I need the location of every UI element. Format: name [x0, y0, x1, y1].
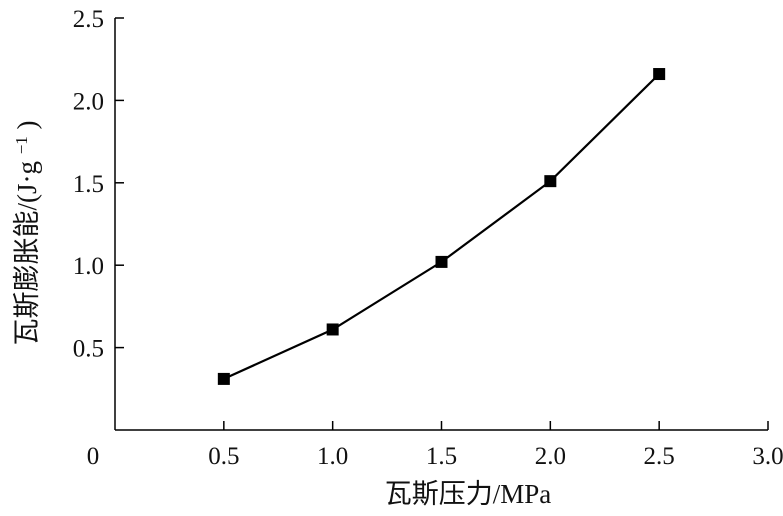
x-tick-label: 0.5 — [208, 443, 239, 470]
y-axis-title-suffix: ) — [12, 120, 42, 129]
data-point-marker — [326, 323, 339, 336]
data-point-marker — [653, 68, 666, 81]
x-tick-label: 1.5 — [426, 443, 457, 470]
x-tick-label: 3.0 — [752, 443, 783, 470]
y-tick-label: 2.0 — [73, 88, 104, 115]
x-axis-ticks: 0 0.5 1.0 1.5 2.0 2.5 3.0 — [87, 421, 783, 470]
y-axis-ticks: 0.5 1.0 1.5 2.0 2.5 — [73, 6, 124, 363]
y-tick-label: 2.5 — [73, 6, 104, 33]
x-tick-label: 2.5 — [644, 443, 675, 470]
y-axis-title: 瓦斯膨胀能/(J·g −1 ) — [12, 120, 43, 345]
y-tick-label: 1.5 — [73, 171, 104, 198]
data-point-marker — [217, 372, 230, 385]
y-tick-label: 1.0 — [73, 253, 104, 280]
x-axis-title: 瓦斯压力/MPa — [385, 479, 552, 509]
data-point-marker — [435, 255, 448, 268]
x-tick-label: 2.0 — [535, 443, 566, 470]
data-point-marker — [544, 175, 557, 188]
x-tick-label: 1.0 — [317, 443, 348, 470]
data-series — [217, 68, 666, 385]
x-tick-label: 0 — [87, 443, 100, 470]
series-line — [223, 73, 660, 380]
axes — [114, 18, 768, 431]
y-tick-label: 0.5 — [73, 336, 104, 363]
y-axis-title-superscript: −1 — [12, 136, 31, 154]
y-axis-title-main: 瓦斯膨胀能/(J·g — [12, 161, 42, 346]
